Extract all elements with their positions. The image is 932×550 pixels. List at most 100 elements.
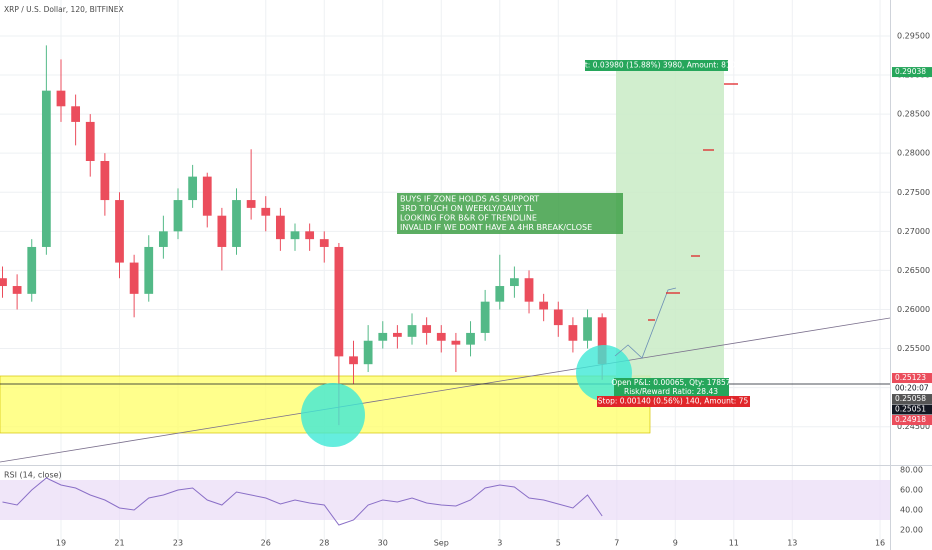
price-label-box [892,404,932,415]
price-label-box [892,415,932,426]
candles [0,45,607,426]
candle-body [85,121,95,161]
x-tick-label: 26 [261,539,271,548]
price-label-box [892,394,932,405]
stop-label: Stop: 0.00140 (0.56%) 140, Amount: 75 [598,397,749,406]
rsi-band [0,480,890,520]
candle-body [319,239,329,247]
projection-marks [648,83,738,321]
x-tick-label: 30 [378,539,388,548]
note-line: BUYS IF ZONE HOLDS AS SUPPORT [400,195,539,204]
projection-path [614,287,677,359]
candle-body [510,278,519,287]
price-label-box [892,67,932,78]
chart-title: XRP / U.S. Dollar, 120, BITFINEX [4,5,124,14]
candle-body [56,90,66,107]
price-label: 0.25123 [895,373,926,382]
candle-body [393,332,402,337]
rsi-tick-label: 40.00 [900,506,923,515]
rsi-tick-label: 20.00 [900,526,923,535]
candle-body [539,301,549,310]
candle-body [568,325,578,341]
candle-body [41,90,51,247]
candle-body [305,231,315,240]
candle-body [553,309,563,326]
x-tick-label: 11 [729,539,739,548]
candle-body [363,340,373,365]
stop-label-box [597,396,750,407]
price-label: 0.25058 [895,394,926,403]
candle-body [422,325,432,333]
candle-body [597,317,607,365]
x-tick-label: Sep [434,539,449,548]
touch-circle [301,383,365,447]
candle-body [349,356,358,365]
pnl-label: Open P&L: 0.00065, Qty: 17857 [611,378,730,387]
x-tick-label: 19 [56,539,66,548]
candle-body [173,200,183,232]
price-label: 0.24918 [895,415,926,424]
note-box [397,193,623,234]
target-label-box [585,60,728,71]
x-tick-label: 21 [114,539,124,548]
y-tick-label: 0.26500 [897,266,930,275]
x-tick-label: 3 [497,539,502,548]
rsi-pane: RSI (14, close) [0,465,932,520]
countdown: 00:20:07 [895,384,929,393]
price-label-box [892,373,932,384]
note-line: 3RD TOUCH ON WEEKLY/DAILY TL [400,204,534,213]
trendline [0,317,891,463]
candle-body [524,278,534,302]
candle-body [466,332,475,345]
rsi [2,477,603,526]
price-label: 0.25051 [895,405,926,414]
candle-body [129,262,139,294]
axes: 0.245000.250000.255000.260000.265000.270… [56,31,932,548]
y-tick-label: 0.25500 [897,344,930,353]
candle-body [188,176,198,201]
candle-body [100,160,110,201]
candle-body [451,340,461,345]
candle-body [261,207,271,216]
y-tick-label: 0.26000 [897,305,930,314]
price-label: 0.29038 [895,67,926,76]
rsi-line [2,477,603,526]
candle-body [583,317,592,341]
note-line: INVALID IF WE DONT HAVE A 4HR BREAK/CLOS… [400,223,592,232]
y-tick-label: 0.27000 [897,227,930,236]
y-tick-label: 0.24500 [897,422,930,431]
x-tick-label: 5 [556,539,561,548]
candle-body [246,200,256,208]
candle-body [334,246,344,357]
candle-body [115,200,124,263]
candle-body [158,231,168,247]
y-tick-label: 0.28000 [897,149,930,158]
y-tick-label: 0.28500 [897,110,930,119]
candle-body [0,278,7,287]
pnl-box [614,378,729,397]
candle-body [480,301,490,333]
candle-body [436,332,446,341]
x-tick-label: 13 [787,539,797,548]
rsi-tick-label: 80.00 [900,466,923,475]
target-label: Target: 0.03980 (15.88%) 3980, Amount: 8… [564,61,748,70]
x-tick-label: 7 [614,539,619,548]
note-line: LOOKING FOR B&R OF TRENDLINE [400,214,537,223]
candle-body [275,215,285,240]
candle-body [232,200,241,247]
x-tick-label: 28 [319,539,329,548]
x-tick-label: 23 [173,539,183,548]
countdown-box [892,383,932,394]
target-zone [616,71,724,378]
candle-body [495,286,505,302]
candle-body [378,332,388,341]
candle-body [71,106,81,122]
candle-body [407,325,417,337]
drawings: Target: 0.03980 (15.88%) 3980, Amount: 8… [0,60,891,463]
candle-body [217,215,227,247]
y-tick-label: 0.27500 [897,188,930,197]
y-tick-label: 0.29500 [897,31,930,40]
